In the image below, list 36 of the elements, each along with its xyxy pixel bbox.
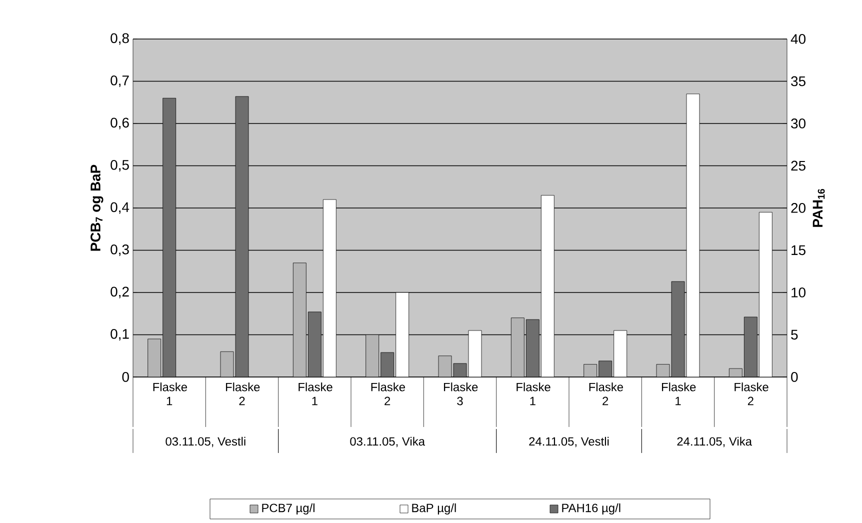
legend-label: BaP µg/l xyxy=(412,503,456,515)
text: 24.11.05, Vika xyxy=(677,436,752,448)
x-tick-label: Flaske 2 xyxy=(734,382,768,406)
y2-tick-label: 0 xyxy=(791,372,798,382)
y2-tick-label: 35 xyxy=(791,76,806,86)
y-tick-label: 0,1 xyxy=(110,328,129,340)
x-tick-label: Flaske 1 xyxy=(298,382,332,406)
y-tick-label: 0,5 xyxy=(110,160,129,172)
y2-tick-label: 40 xyxy=(790,34,806,44)
y2-tick-label: 20 xyxy=(791,203,806,213)
y2-tick-label: 30 xyxy=(791,118,806,128)
x-tick-label: Flaske 1 xyxy=(662,382,696,406)
y2-tick-label: 10 xyxy=(792,288,806,298)
y-tick-label: 0,6 xyxy=(110,118,129,130)
y-tick-label: 0,4 xyxy=(110,202,130,214)
y-tick-label: 0,2 xyxy=(110,286,129,298)
text: 03.11.05, Vika xyxy=(350,436,425,448)
x-tick-label: Flaske 1 xyxy=(516,382,550,406)
y-tick-label: 0,3 xyxy=(110,244,129,256)
text: 03.11.05, Vestli xyxy=(166,436,246,448)
x-tick-label: Flaske 1 xyxy=(153,382,188,406)
y-tick-label: 0,8 xyxy=(110,33,129,45)
x-tick-label: Flaske 2 xyxy=(589,382,624,406)
y2-tick-label: 5 xyxy=(791,330,798,340)
y-tick-label: 0,7 xyxy=(110,75,129,87)
legend-label: PAH16 µg/l xyxy=(562,503,620,515)
x-tick-label: Flaske 3 xyxy=(444,382,478,406)
y2-axis-title: PAH$_{16}$ xyxy=(812,188,825,227)
y-axis-title: PCB$_{7}$ og BaP xyxy=(90,164,104,251)
text: 24.11.05, Vestli xyxy=(529,436,609,448)
x-tick-label: Flaske 2 xyxy=(371,382,406,406)
y2-tick-label: 25 xyxy=(791,160,806,171)
y-tick-label: 0 xyxy=(122,372,129,382)
legend-label: PCB7 µg/l xyxy=(262,503,314,515)
y2-tick-label: 15 xyxy=(792,245,806,256)
x-tick-label: Flaske 2 xyxy=(226,382,260,406)
